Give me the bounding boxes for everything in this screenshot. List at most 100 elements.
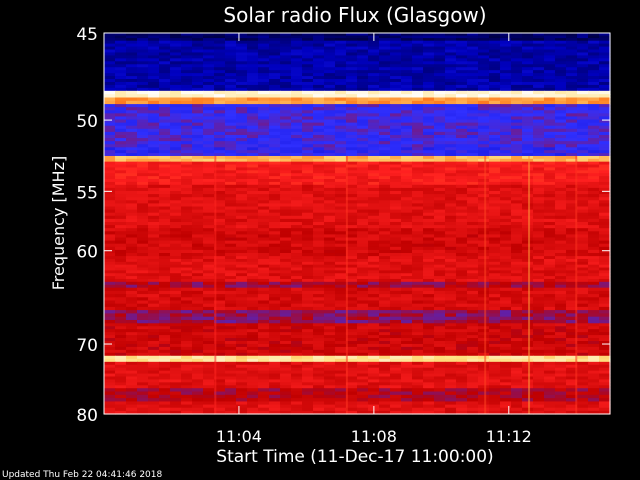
heatmap-cell [445, 258, 457, 263]
heatmap-cell [214, 76, 226, 80]
heatmap-cell [489, 67, 501, 71]
heatmap-cell [159, 310, 171, 314]
heatmap-cell [599, 46, 611, 51]
heatmap-cell [203, 90, 215, 95]
heatmap-cell [181, 70, 193, 74]
heatmap-cell [104, 167, 116, 171]
heatmap-cell [236, 187, 248, 192]
heatmap-cell [489, 55, 501, 59]
heatmap-cell [467, 303, 479, 308]
heatmap-cell [599, 49, 611, 54]
heatmap-cell [434, 287, 446, 292]
heatmap-cell [280, 116, 292, 121]
heatmap-cell [555, 253, 567, 257]
heatmap-cell [489, 355, 501, 360]
heatmap-cell [533, 125, 545, 130]
heatmap-cell [368, 221, 380, 226]
heatmap-cell [137, 119, 149, 124]
heatmap-cell [511, 155, 523, 160]
heatmap-cell [500, 38, 512, 42]
heatmap-cell [445, 200, 457, 204]
heatmap-cell [159, 64, 171, 68]
heatmap-cell [280, 110, 292, 114]
heatmap-cell [390, 256, 402, 260]
heatmap-cell [346, 164, 358, 169]
heatmap-cell [423, 122, 435, 127]
heatmap-cell [500, 128, 512, 133]
heatmap-cell [203, 228, 215, 232]
heatmap-cell [368, 231, 380, 235]
heatmap-cell [533, 38, 545, 42]
heatmap-cell [423, 270, 435, 274]
heatmap-cell [225, 246, 237, 251]
heatmap-cell [489, 97, 501, 102]
heatmap-cell [225, 335, 237, 339]
heatmap-cell [137, 234, 149, 239]
heatmap-cell [357, 194, 369, 198]
heatmap-cell [456, 206, 468, 211]
heatmap-cell [181, 52, 193, 57]
heatmap-cell [445, 164, 457, 169]
heatmap-cell [192, 209, 204, 214]
heatmap-cell [291, 256, 303, 260]
heatmap-cell [489, 270, 501, 274]
heatmap-cell [192, 122, 204, 127]
heatmap-cell [335, 332, 347, 336]
heatmap-cell [181, 97, 193, 102]
heatmap-cell [313, 113, 325, 118]
heatmap-cell [247, 181, 259, 186]
heatmap-cell [346, 237, 358, 242]
heatmap-cell [555, 90, 567, 95]
heatmap-cell [544, 215, 556, 220]
heatmap-cell [500, 179, 512, 183]
heatmap-cell [478, 341, 490, 345]
heatmap-cell [324, 215, 336, 220]
heatmap-cell [225, 110, 237, 114]
heatmap-cell [203, 300, 215, 305]
heatmap-cell [214, 358, 226, 363]
heatmap-cell [511, 349, 523, 354]
heatmap-cell [588, 49, 600, 54]
heatmap-cell [258, 258, 270, 263]
heatmap-cell [533, 134, 545, 139]
heatmap-cell [313, 110, 325, 114]
heatmap-cell [137, 221, 149, 226]
heatmap-cell [445, 209, 457, 214]
heatmap-cell [522, 278, 534, 283]
heatmap-cell [247, 253, 259, 257]
heatmap-cell [115, 221, 127, 226]
heatmap-cell [456, 264, 468, 269]
heatmap-cell [313, 278, 325, 283]
heatmap-cell [159, 215, 171, 220]
heatmap-cell [302, 179, 314, 183]
heatmap-cell [599, 187, 611, 192]
heatmap-cell [467, 122, 479, 127]
heatmap-cell [566, 316, 578, 321]
heatmap-cell [346, 181, 358, 186]
heatmap-cell [357, 326, 369, 330]
heatmap-cell [159, 161, 171, 166]
heatmap-cell [379, 155, 391, 160]
heatmap-cell [357, 290, 369, 295]
heatmap-cell [148, 278, 160, 283]
heatmap-cell [522, 184, 534, 189]
heatmap-cell [181, 203, 193, 208]
heatmap-cell [467, 258, 479, 263]
heatmap-cell [544, 200, 556, 204]
heatmap-cell [577, 191, 589, 195]
heatmap-cell [302, 173, 314, 177]
heatmap-cell [104, 170, 116, 174]
heatmap-cell [533, 104, 545, 108]
heatmap-cell [390, 61, 402, 65]
heatmap-cell [192, 273, 204, 277]
heatmap-cell [522, 319, 534, 324]
heatmap-cell [159, 346, 171, 351]
heatmap-cell [588, 33, 600, 37]
heatmap-cell [335, 170, 347, 174]
heatmap-cell [401, 94, 413, 99]
heatmap-cell [511, 253, 523, 257]
heatmap-cell [269, 349, 281, 354]
heatmap-cell [247, 326, 259, 330]
heatmap-cell [599, 355, 611, 360]
heatmap-cell [456, 243, 468, 248]
